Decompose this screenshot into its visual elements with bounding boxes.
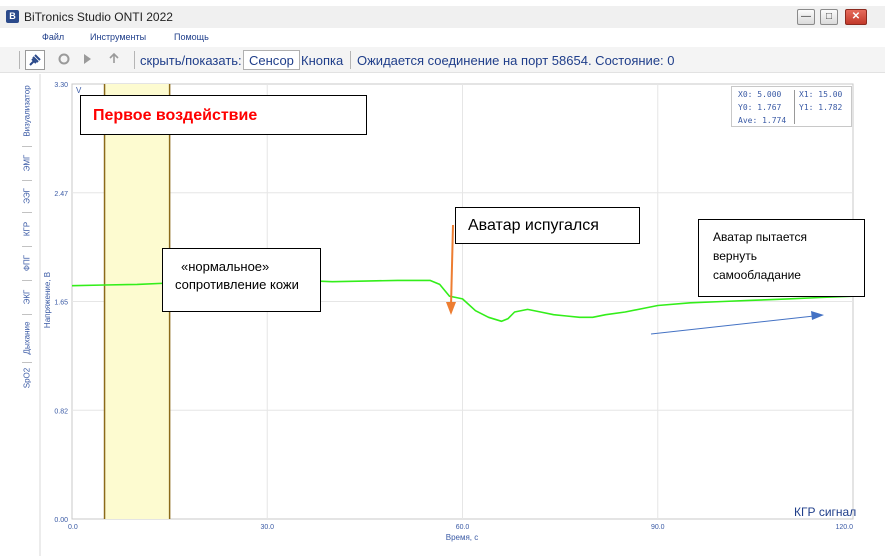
- sidebar-divider: [22, 280, 32, 281]
- window-title: BiTronics Studio ONTI 2022: [24, 10, 173, 24]
- x-tick-label: 120.0: [835, 524, 853, 531]
- readout-divider: [794, 90, 795, 124]
- toolbar: скрыть/показать: Сенсор Кнопка Ожидается…: [0, 47, 885, 73]
- x-axis-label: Время, с: [446, 533, 479, 542]
- axis-ticks: 0.0 30.0 60.0 90.0 120.0 0.00 0.82 1.65 2.47 3.30: [54, 82, 853, 531]
- readout-y0: Y0: 1.767: [738, 103, 782, 112]
- readout-y1: Y1: 1.782: [799, 103, 843, 112]
- y-tick-label: 1.65: [54, 300, 68, 307]
- record-icon[interactable]: [54, 50, 74, 70]
- menu-file[interactable]: Файл: [42, 32, 65, 42]
- y-tick-label: 0.00: [54, 517, 68, 524]
- recover-arrow-head: [811, 311, 824, 320]
- upload-icon[interactable]: [104, 50, 124, 70]
- sensor-sidebar: Визуализатор ЭМГ ЭЭГ КГР ФПГ ЭКГ Дыхание…: [18, 74, 36, 394]
- readout-x1: X1: 15.00: [799, 90, 843, 99]
- close-button[interactable]: ✕: [845, 9, 867, 25]
- y-tick-label: 0.82: [54, 408, 68, 415]
- signal-name-label: КГР сигнал: [794, 505, 857, 519]
- sidebar-divider: [22, 146, 32, 147]
- sidebar-divider: [22, 180, 32, 181]
- play-icon[interactable]: [77, 50, 97, 70]
- recover-arrow: [650, 315, 815, 335]
- y-tick-label: 3.30: [54, 82, 68, 89]
- normal-resistance-box: «нормальное» сопротивление кожи: [162, 248, 321, 312]
- readout-ave: Ave: 1.774: [738, 116, 787, 125]
- menu-help[interactable]: Помощь: [174, 32, 209, 42]
- first-impact-box: Первое воздействие: [80, 95, 367, 135]
- cursor-readout: X0: 5.000 Y0: 1.767 Ave: 1.774 X1: 15.00…: [731, 86, 852, 127]
- recover-line3: самообладание: [713, 268, 801, 282]
- sidebar-divider: [22, 212, 32, 213]
- plug-icon[interactable]: [25, 50, 45, 70]
- toolbar-divider: [19, 51, 20, 69]
- maximize-button[interactable]: □: [820, 9, 838, 25]
- menu-bar: Файл Инструменты Помощь: [0, 29, 885, 47]
- scared-box: Аватар испугался: [455, 207, 640, 244]
- recover-box: Аватар пытается вернуть самообладание: [698, 219, 865, 297]
- sensor-button[interactable]: Сенсор: [243, 50, 300, 70]
- x-tick-label: 60.0: [456, 524, 470, 531]
- normal-resistance-line1: «нормальное»: [181, 259, 270, 274]
- sidebar-divider: [22, 246, 32, 247]
- minimize-button[interactable]: —: [797, 9, 815, 25]
- x-tick-label: 30.0: [260, 524, 274, 531]
- cursor-band[interactable]: [103, 84, 171, 519]
- close-icon: ✕: [851, 11, 861, 22]
- toolbar-divider: [134, 51, 135, 69]
- minimize-icon: —: [801, 11, 811, 22]
- first-impact-label: Первое воздействие: [93, 107, 258, 124]
- scared-arrow-head: [446, 302, 456, 315]
- button-toggle[interactable]: Кнопка: [301, 53, 344, 68]
- sidebar-divider: [22, 362, 32, 363]
- connection-status: Ожидается соединение на порт 58654. Сост…: [357, 53, 675, 68]
- scared-arrow: [450, 224, 454, 307]
- x-tick-label: 90.0: [651, 524, 665, 531]
- recover-line2: вернуть: [713, 249, 757, 263]
- menu-tools[interactable]: Инструменты: [90, 32, 147, 42]
- maximize-icon: □: [825, 11, 833, 22]
- title-bar: B BiTronics Studio ONTI 2022 — □ ✕: [0, 6, 885, 28]
- recover-line1: Аватар пытается: [713, 230, 807, 244]
- toolbar-divider: [350, 51, 351, 69]
- x-tick-label: 0.0: [68, 524, 78, 531]
- sidebar-divider: [22, 314, 32, 315]
- y-axis-label: Напряжение, В: [43, 272, 52, 328]
- readout-x0: X0: 5.000: [738, 90, 782, 99]
- toggle-label: скрыть/показать:: [140, 53, 242, 68]
- y-tick-label: 2.47: [54, 191, 68, 198]
- app-logo-icon: B: [6, 10, 19, 23]
- y-unit-marker: V: [76, 86, 82, 95]
- cursor-range-fill: [104, 84, 170, 519]
- scared-label: Аватар испугался: [468, 217, 599, 234]
- normal-resistance-line2: сопротивление кожи: [175, 277, 299, 292]
